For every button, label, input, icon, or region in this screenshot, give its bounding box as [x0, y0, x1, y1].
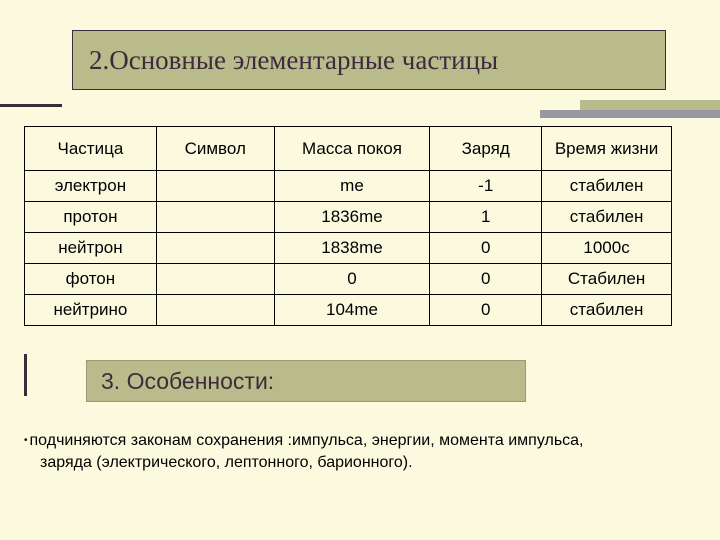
bullet-line1: подчиняются законам сохранения :импульса…: [30, 432, 584, 449]
col-lifetime: Время жизни: [542, 127, 672, 171]
table-row: фотон00Стабилен: [25, 264, 672, 295]
table-cell: стабилен: [542, 171, 672, 202]
table-row: электрон me-1стабилен: [25, 171, 672, 202]
table-cell: 1000с: [542, 233, 672, 264]
table-cell: электрон: [25, 171, 157, 202]
table-cell: 0: [274, 264, 430, 295]
table-cell: [156, 233, 274, 264]
subtitle-box: 3. Особенности:: [86, 360, 526, 402]
subtitle: 3. Особенности:: [101, 368, 274, 395]
accent-bar-olive: [580, 100, 720, 110]
table-row: нейтрон 1838me01000с: [25, 233, 672, 264]
table-cell: [156, 295, 274, 326]
particles-table: Частица Символ Масса покоя Заряд Время ж…: [24, 126, 672, 326]
table-body: электронme-1стабиленпротон1836me1стабиле…: [25, 171, 672, 326]
table-cell: me: [274, 171, 430, 202]
col-charge: Заряд: [430, 127, 542, 171]
table-cell: 0: [430, 264, 542, 295]
table-cell: 0: [430, 295, 542, 326]
table-cell: [156, 264, 274, 295]
table-cell: протон: [25, 202, 157, 233]
bullet-line2: заряда (электрического, лептонного, бари…: [24, 452, 664, 474]
table-cell: -1: [430, 171, 542, 202]
table-header-row: Частица Символ Масса покоя Заряд Время ж…: [25, 127, 672, 171]
bullet-text: •подчиняются законам сохранения :импульс…: [24, 430, 664, 473]
accent-line-left: [0, 104, 62, 107]
table-cell: стабилен: [542, 295, 672, 326]
table-row: нейтрино 104me0стабилен: [25, 295, 672, 326]
title-box: 2.Основные элементарные частицы: [72, 30, 666, 90]
table-row: протон 1836me1стабилен: [25, 202, 672, 233]
col-symbol: Символ: [156, 127, 274, 171]
table-cell: [156, 171, 274, 202]
table-cell: фотон: [25, 264, 157, 295]
accent-bar-gray: [540, 110, 720, 118]
table-cell: 104me: [274, 295, 430, 326]
table-cell: Стабилен: [542, 264, 672, 295]
table-cell: нейтрон: [25, 233, 157, 264]
table-cell: нейтрино: [25, 295, 157, 326]
page-title: 2.Основные элементарные частицы: [89, 45, 498, 76]
col-mass: Масса покоя: [274, 127, 430, 171]
table-cell: стабилен: [542, 202, 672, 233]
table-cell: 1838me: [274, 233, 430, 264]
table-cell: [156, 202, 274, 233]
table-cell: 0: [430, 233, 542, 264]
table-cell: 1: [430, 202, 542, 233]
accent-line-vertical: [24, 354, 27, 396]
col-particle: Частица: [25, 127, 157, 171]
table-cell: 1836me: [274, 202, 430, 233]
